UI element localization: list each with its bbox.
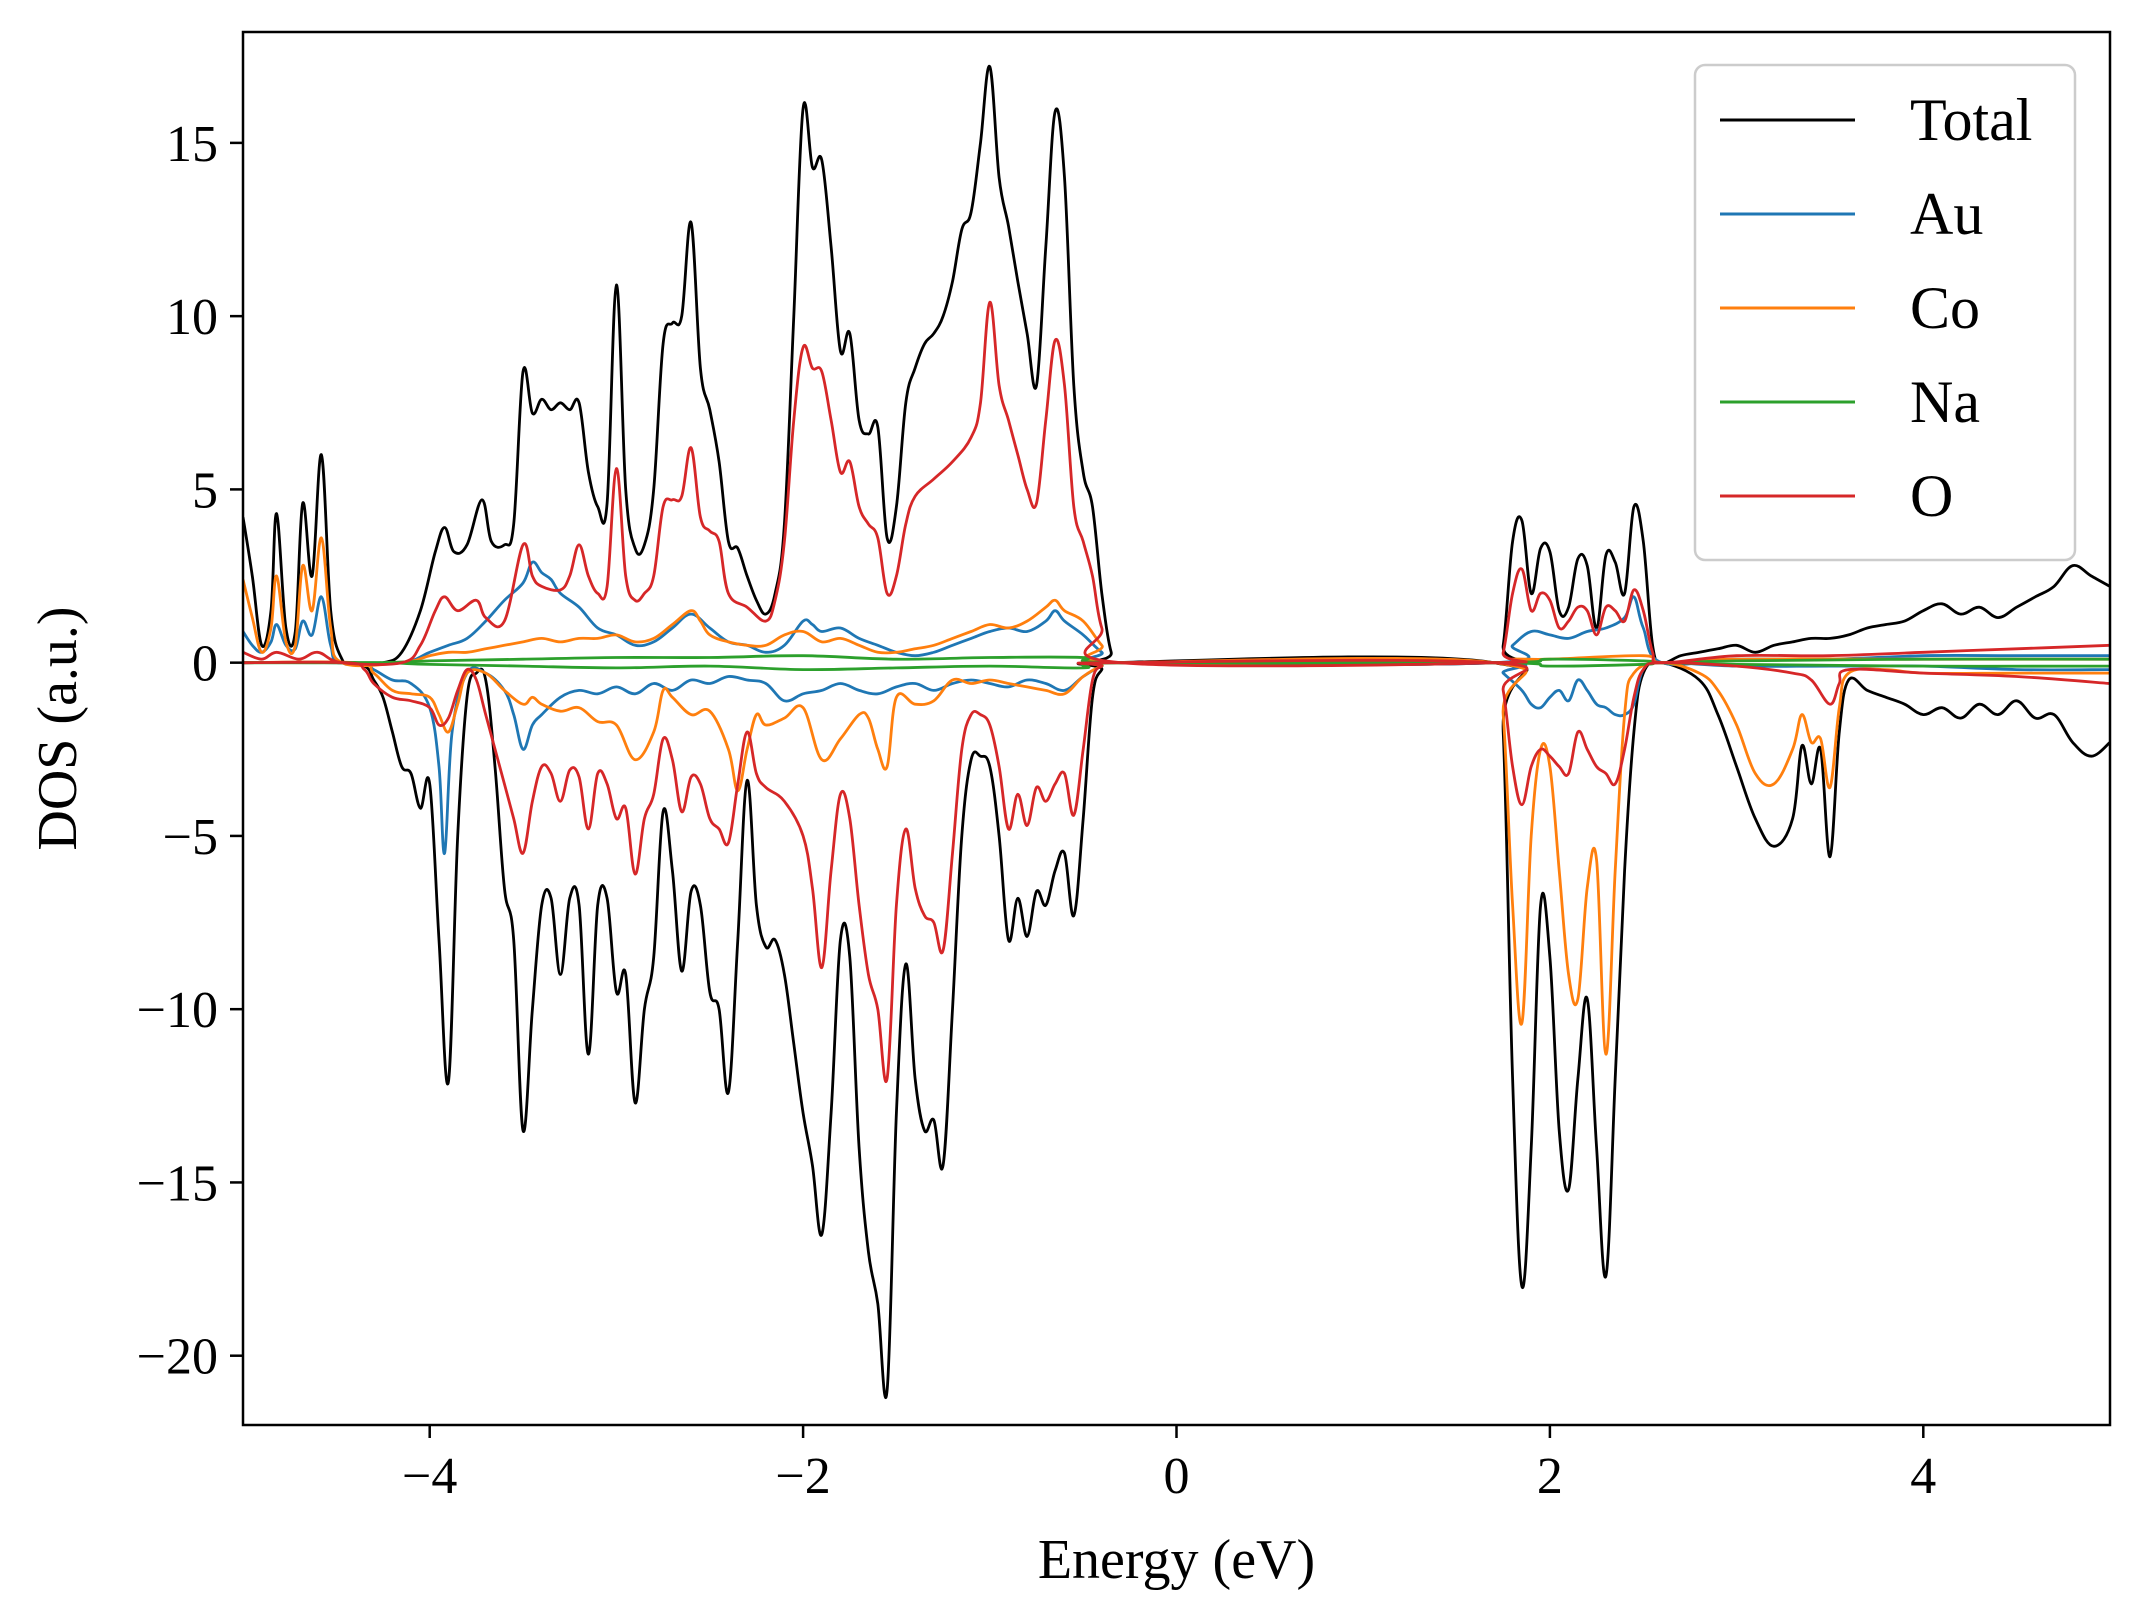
series-line-o-up [243, 300, 2110, 668]
x-tick-label: −2 [775, 1448, 830, 1505]
y-tick-label: −15 [137, 1155, 218, 1212]
legend-label-co: Co [1910, 275, 1980, 341]
y-tick-label: −20 [137, 1329, 218, 1386]
legend-label-na: Na [1910, 369, 1980, 435]
x-tick-label: 4 [1910, 1448, 1936, 1505]
y-tick-label: −10 [137, 982, 218, 1039]
y-tick-label: 15 [166, 116, 218, 173]
legend: Total Au Co Na O [1693, 63, 2077, 562]
x-tick-label: 2 [1537, 1448, 1563, 1505]
series-line-au-down [243, 660, 2110, 855]
y-tick-label: 5 [192, 462, 218, 519]
y-tick-label: 0 [192, 636, 218, 693]
y-tick-label: 10 [166, 289, 218, 346]
series-line-au-up [243, 560, 2110, 666]
x-tick-label: 0 [1164, 1448, 1190, 1505]
legend-label-total: Total [1910, 87, 2032, 153]
series-line-total-down [243, 655, 2110, 1400]
x-axis-label: Energy (eV) [1038, 1529, 1315, 1591]
series-layer [243, 65, 2110, 1400]
y-tick-label: −5 [163, 809, 218, 866]
legend-label-au: Au [1910, 181, 1983, 247]
legend-box [1693, 63, 2077, 562]
x-tick-label: −4 [402, 1448, 457, 1505]
series-line-co-down [243, 656, 2110, 1056]
legend-label-o: O [1910, 463, 1953, 529]
series-line-o-down [243, 658, 2110, 1083]
y-axis-label: DOS (a.u.) [27, 606, 89, 850]
